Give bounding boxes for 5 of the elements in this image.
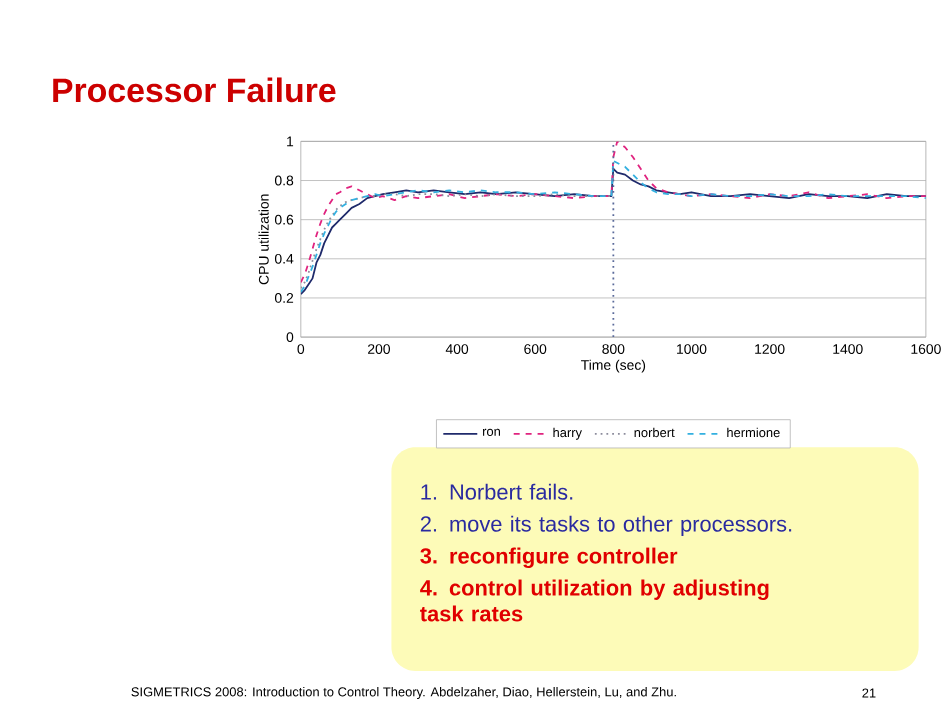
text: 2. move its tasks to other processors.	[420, 515, 792, 536]
text: 3. reconfigure controller	[420, 547, 678, 568]
text: 4. control utilization by adjusting task rates	[420, 579, 769, 621]
text: 1. Norbert fails.	[421, 483, 573, 500]
chart-title: Processor Failure	[53, 76, 336, 102]
